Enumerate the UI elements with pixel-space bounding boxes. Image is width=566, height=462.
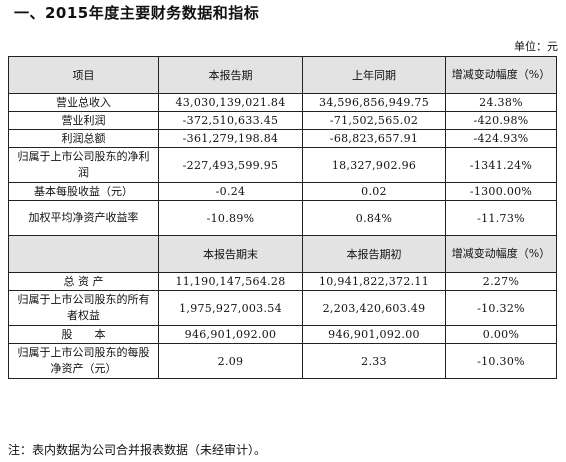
table-row: 营业利润 -372,510,633.45 -71,502,565.02 -420… xyxy=(8,111,557,130)
change-value: 24.38% xyxy=(445,93,557,112)
header-cell: 增减变动幅度（%） xyxy=(445,235,557,273)
table-row: 营业总收入 43,030,139,021.84 34,596,856,949.7… xyxy=(8,93,557,112)
opening-value: 2,203,420,603.49 xyxy=(302,290,446,326)
row-label: 加权平均净资产收益率 xyxy=(8,200,159,236)
prior-value: 34,596,856,949.75 xyxy=(302,93,446,112)
change-value: -10.30% xyxy=(445,343,557,379)
table-row: 归属于上市公司股东的所有者权益 1,975,927,003.54 2,203,4… xyxy=(8,290,557,326)
current-value: 2.09 xyxy=(158,343,303,379)
header-cell: 本报告期 xyxy=(158,56,303,94)
prior-value: 0.02 xyxy=(302,182,446,201)
table-row: 总 资 产 11,190,147,564.28 10,941,822,372.1… xyxy=(8,272,557,291)
row-label: 归属于上市公司股东的所有者权益 xyxy=(8,290,159,326)
change-value: -420.98% xyxy=(445,111,557,130)
change-value: -424.93% xyxy=(445,129,557,148)
change-value: -10.32% xyxy=(445,290,557,326)
prior-value: 18,327,902.96 xyxy=(302,147,446,183)
financial-table: 项目 本报告期 上年同期 增减变动幅度（%） 营业总收入 43,030,139,… xyxy=(8,56,557,379)
row-label: 营业利润 xyxy=(8,111,159,130)
current-value: -10.89% xyxy=(158,200,303,236)
section-title: 一、2015年度主要财务数据和指标 xyxy=(14,4,260,22)
table-row: 归属于上市公司股东的每股净资产（元） 2.09 2.33 -10.30% xyxy=(8,343,557,379)
change-value: 0.00% xyxy=(445,325,557,344)
header-cell xyxy=(8,235,159,273)
current-value: -0.24 xyxy=(158,182,303,201)
current-value: 946,901,092.00 xyxy=(158,325,303,344)
current-value: -361,279,198.84 xyxy=(158,129,303,148)
row-label: 营业总收入 xyxy=(8,93,159,112)
unit-label: 单位：元 xyxy=(514,40,558,53)
current-value: 11,190,147,564.28 xyxy=(158,272,303,291)
opening-value: 2.33 xyxy=(302,343,446,379)
header-cell: 本报告期初 xyxy=(302,235,446,273)
change-value: -1300.00% xyxy=(445,182,557,201)
change-value: 2.27% xyxy=(445,272,557,291)
change-value: -1341.24% xyxy=(445,147,557,183)
row-label: 归属于上市公司股东的每股净资产（元） xyxy=(8,343,159,379)
opening-value: 946,901,092.00 xyxy=(302,325,446,344)
table-row: 加权平均净资产收益率 -10.89% 0.84% -11.73% xyxy=(8,200,557,236)
row-label: 归属于上市公司股东的净利润 xyxy=(8,147,159,183)
prior-value: -68,823,657.91 xyxy=(302,129,446,148)
header-cell: 项目 xyxy=(8,56,159,94)
header-row-1: 项目 本报告期 上年同期 增减变动幅度（%） xyxy=(8,56,557,94)
current-value: -227,493,599.95 xyxy=(158,147,303,183)
current-value: 1,975,927,003.54 xyxy=(158,290,303,326)
row-label: 基本每股收益（元） xyxy=(8,182,159,201)
prior-value: -71,502,565.02 xyxy=(302,111,446,130)
table-row: 股 本 946,901,092.00 946,901,092.00 0.00% xyxy=(8,325,557,344)
table-row: 利润总额 -361,279,198.84 -68,823,657.91 -424… xyxy=(8,129,557,148)
table-row: 基本每股收益（元） -0.24 0.02 -1300.00% xyxy=(8,182,557,201)
header-cell: 本报告期末 xyxy=(158,235,303,273)
table-note: 注：表内数据为公司合并报表数据（未经审计）。 xyxy=(8,443,267,457)
header-cell: 增减变动幅度（%） xyxy=(445,56,557,94)
row-label: 股 本 xyxy=(8,325,159,344)
header-row-2: 本报告期末 本报告期初 增减变动幅度（%） xyxy=(8,235,557,273)
row-label: 总 资 产 xyxy=(8,272,159,291)
prior-value: 0.84% xyxy=(302,200,446,236)
current-value: 43,030,139,021.84 xyxy=(158,93,303,112)
table-row: 归属于上市公司股东的净利润 -227,493,599.95 18,327,902… xyxy=(8,147,557,183)
header-cell: 上年同期 xyxy=(302,56,446,94)
opening-value: 10,941,822,372.11 xyxy=(302,272,446,291)
row-label: 利润总额 xyxy=(8,129,159,148)
current-value: -372,510,633.45 xyxy=(158,111,303,130)
change-value: -11.73% xyxy=(445,200,557,236)
